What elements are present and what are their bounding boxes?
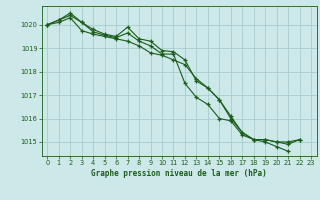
X-axis label: Graphe pression niveau de la mer (hPa): Graphe pression niveau de la mer (hPa): [91, 169, 267, 178]
